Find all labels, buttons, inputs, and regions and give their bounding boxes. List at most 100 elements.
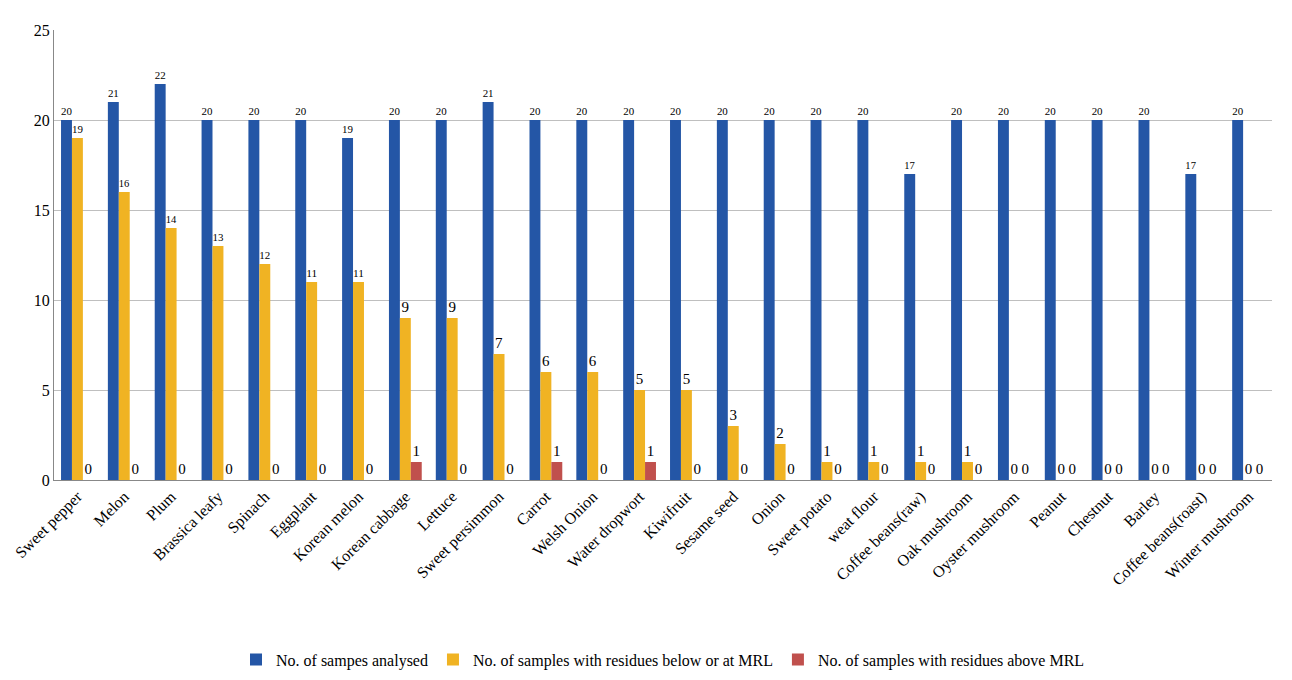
svg-text:20: 20 [951, 105, 962, 117]
svg-text:0: 0 [600, 461, 608, 477]
svg-text:0: 0 [881, 461, 889, 477]
svg-text:20: 20 [61, 105, 72, 117]
svg-text:Coffee beans(raw): Coffee beans(raw) [833, 488, 929, 584]
svg-text:Kiwifruit: Kiwifruit [640, 488, 695, 543]
svg-text:7: 7 [495, 335, 503, 351]
svg-text:5: 5 [636, 371, 644, 387]
svg-text:20: 20 [1138, 105, 1149, 117]
svg-text:0: 0 [1022, 461, 1030, 477]
svg-text:Barley: Barley [1120, 488, 1163, 531]
svg-text:2: 2 [776, 425, 784, 441]
svg-text:11: 11 [306, 267, 317, 279]
svg-text:9: 9 [448, 299, 456, 315]
svg-text:1: 1 [413, 443, 421, 459]
svg-text:25: 25 [34, 22, 50, 39]
svg-text:Water dropwort: Water dropwort [564, 488, 648, 572]
svg-text:Plum: Plum [143, 488, 179, 524]
svg-text:0: 0 [740, 461, 748, 477]
svg-text:0: 0 [1068, 461, 1076, 477]
svg-text:5: 5 [42, 382, 50, 399]
svg-text:20: 20 [623, 105, 634, 117]
svg-text:0: 0 [459, 461, 467, 477]
svg-text:12: 12 [259, 249, 270, 261]
svg-text:20: 20 [295, 105, 306, 117]
svg-text:Onion: Onion [748, 488, 788, 528]
svg-text:0: 0 [1209, 461, 1217, 477]
svg-text:Oak mushroom: Oak mushroom [893, 488, 975, 570]
svg-text:Brassica leafy: Brassica leafy [150, 488, 227, 565]
svg-text:21: 21 [108, 87, 119, 99]
svg-text:16: 16 [119, 178, 130, 189]
svg-text:1: 1 [823, 443, 831, 459]
svg-text:20: 20 [248, 105, 259, 117]
svg-text:No. of sampes analysed: No. of sampes analysed [276, 652, 428, 670]
svg-text:0: 0 [928, 461, 936, 477]
svg-text:20: 20 [576, 105, 587, 117]
svg-text:0: 0 [1198, 461, 1206, 477]
svg-text:11: 11 [353, 267, 364, 279]
svg-text:Oyster mushroom: Oyster mushroom [929, 488, 1024, 583]
svg-text:0: 0 [85, 461, 93, 477]
svg-text:20: 20 [529, 105, 540, 117]
svg-text:19: 19 [72, 123, 83, 135]
svg-text:13: 13 [213, 231, 224, 243]
svg-text:20: 20 [1045, 105, 1056, 117]
svg-text:0: 0 [1245, 461, 1253, 477]
svg-text:Eggplant: Eggplant [267, 488, 321, 542]
svg-text:Sweet persimmon: Sweet persimmon [413, 488, 507, 582]
svg-text:20: 20 [34, 112, 50, 129]
svg-text:Peanut: Peanut [1026, 488, 1069, 531]
svg-text:No. of samples with residues b: No. of samples with residues below or at… [473, 652, 773, 670]
svg-text:20: 20 [764, 105, 775, 117]
svg-text:0: 0 [787, 461, 795, 477]
svg-text:Melon: Melon [90, 488, 132, 530]
svg-text:19: 19 [342, 123, 353, 135]
svg-text:1: 1 [870, 443, 878, 459]
svg-text:15: 15 [34, 202, 50, 219]
svg-text:20: 20 [1232, 105, 1243, 117]
svg-text:Winter mushroom: Winter mushroom [1162, 488, 1257, 583]
svg-text:0: 0 [1011, 461, 1019, 477]
svg-text:0: 0 [1256, 461, 1264, 477]
svg-text:20: 20 [202, 105, 213, 117]
svg-text:20: 20 [389, 105, 400, 117]
svg-text:1: 1 [917, 443, 925, 459]
svg-text:0: 0 [1057, 461, 1065, 477]
svg-text:Korean melon: Korean melon [290, 488, 366, 564]
svg-text:17: 17 [904, 160, 915, 171]
svg-text:17: 17 [1185, 160, 1196, 171]
svg-text:weat flour: weat flour [823, 487, 882, 546]
svg-text:Korean cabbage: Korean cabbage [328, 488, 414, 574]
svg-text:20: 20 [436, 105, 447, 117]
svg-text:9: 9 [402, 299, 410, 315]
svg-text:20: 20 [998, 105, 1009, 117]
svg-text:0: 0 [131, 461, 139, 477]
svg-text:0: 0 [225, 461, 233, 477]
svg-text:No. of samples with residues a: No. of samples with residues above MRL [818, 652, 1084, 670]
svg-text:0: 0 [272, 461, 280, 477]
svg-text:10: 10 [34, 292, 50, 309]
svg-text:20: 20 [857, 105, 868, 117]
svg-text:Spinach: Spinach [224, 488, 273, 537]
svg-text:1: 1 [964, 443, 972, 459]
svg-text:0: 0 [178, 461, 186, 477]
svg-text:20: 20 [717, 105, 728, 117]
svg-text:0: 0 [319, 461, 327, 477]
svg-text:1: 1 [647, 443, 655, 459]
svg-text:6: 6 [542, 353, 550, 369]
svg-text:20: 20 [670, 105, 681, 117]
svg-text:22: 22 [155, 69, 166, 81]
svg-text:0: 0 [42, 472, 50, 489]
svg-text:Sweet pepper: Sweet pepper [12, 487, 86, 561]
svg-text:3: 3 [730, 407, 738, 423]
svg-text:0: 0 [834, 461, 842, 477]
svg-text:Welsh Onion: Welsh Onion [529, 488, 600, 559]
svg-text:20: 20 [1092, 105, 1103, 117]
svg-text:21: 21 [483, 87, 494, 99]
svg-text:0: 0 [1115, 461, 1123, 477]
svg-text:0: 0 [366, 461, 374, 477]
svg-text:Carrot: Carrot [513, 488, 554, 529]
svg-text:14: 14 [166, 214, 177, 225]
svg-text:Coffee beans(roast): Coffee beans(roast) [1109, 488, 1210, 589]
svg-text:0: 0 [1104, 461, 1112, 477]
